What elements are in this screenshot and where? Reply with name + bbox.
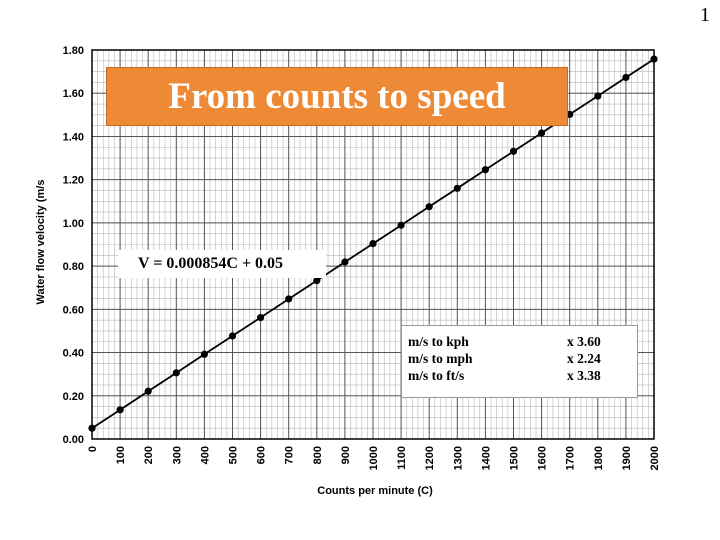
y-axis-ticks: 0.00 0.20 0.40 0.60 0.80 1.00 1.20 1.40 1.60 1.80 <box>63 45 84 446</box>
x-tick-label: 1200 <box>424 446 436 470</box>
data-point <box>397 221 405 229</box>
data-point <box>650 55 658 63</box>
data-point <box>88 424 96 432</box>
data-point <box>594 92 602 100</box>
x-tick-label: 2000 <box>649 446 661 470</box>
y-tick-label: 1.20 <box>63 175 84 187</box>
data-point <box>481 166 489 174</box>
conversion-factor: x 2.24 <box>567 351 601 366</box>
data-point <box>257 313 265 322</box>
data-point <box>116 406 124 414</box>
regression-equation: V = 0.000854C + 0.05 <box>118 250 326 278</box>
data-point <box>172 369 180 377</box>
data-point <box>341 258 349 266</box>
data-point <box>313 276 321 285</box>
conversion-label: m/s to ft/s <box>408 368 465 383</box>
x-tick-label: 200 <box>143 446 155 464</box>
data-point <box>509 147 518 155</box>
x-tick-label: 400 <box>199 446 211 464</box>
conversion-factor: x 3.38 <box>567 368 601 383</box>
conversion-row: m/s to mph x 2.24 <box>408 350 631 367</box>
y-tick-label: 1.60 <box>63 88 84 100</box>
x-axis-label: Counts per minute (C) <box>317 485 433 497</box>
data-point <box>453 184 461 192</box>
y-tick-label: 1.80 <box>63 45 84 57</box>
slide-title-banner: From counts to speed <box>106 67 568 126</box>
conversion-label: m/s to mph <box>408 351 473 366</box>
x-tick-label: 1000 <box>368 446 380 470</box>
x-tick-label: 300 <box>171 446 183 464</box>
slide-number: 1 <box>700 4 710 26</box>
data-point <box>200 350 208 358</box>
x-tick-label: 1100 <box>396 446 408 470</box>
data-point <box>285 295 293 303</box>
x-tick-label: 100 <box>115 446 127 464</box>
y-tick-label: 1.40 <box>63 131 84 143</box>
data-point <box>538 129 546 137</box>
x-tick-label: 1300 <box>452 446 464 470</box>
data-point <box>369 240 377 248</box>
x-tick-label: 500 <box>228 446 240 464</box>
x-tick-label: 0 <box>87 446 99 452</box>
x-tick-label: 1700 <box>565 446 577 470</box>
conversion-label: m/s to kph <box>408 334 469 349</box>
data-point <box>144 387 152 395</box>
y-tick-label: 0.60 <box>63 304 84 316</box>
conversion-row: m/s to kph x 3.60 <box>408 333 631 350</box>
y-tick-label: 0.00 <box>63 434 84 446</box>
x-tick-label: 1900 <box>621 446 633 470</box>
conversion-table: m/s to kph x 3.60 m/s to mph x 2.24 m/s … <box>401 325 638 398</box>
x-tick-label: 600 <box>256 446 268 464</box>
y-axis-label: Water flow velocity (m/s <box>35 180 47 305</box>
y-tick-label: 0.80 <box>63 261 84 273</box>
data-point <box>622 73 630 82</box>
conversion-factor: x 3.60 <box>567 334 601 349</box>
x-tick-label: 1500 <box>509 446 521 470</box>
x-tick-label: 1400 <box>480 446 492 470</box>
y-tick-label: 1.00 <box>63 218 84 230</box>
plot-frame <box>91 49 655 440</box>
data-point <box>228 332 237 340</box>
x-tick-label: 700 <box>284 446 296 464</box>
data-point <box>425 203 433 211</box>
y-tick-label: 0.20 <box>63 391 84 403</box>
conversion-row: m/s to ft/s x 3.38 <box>408 367 631 384</box>
x-tick-label: 800 <box>312 446 324 464</box>
x-tick-label: 1600 <box>537 446 549 470</box>
y-tick-label: 0.40 <box>63 348 84 360</box>
x-tick-label: 1800 <box>593 446 605 470</box>
x-axis-ticks: 0 100 200 300 400 500 600 700 800 900 1000 1100 1200… <box>87 446 661 470</box>
x-tick-label: 900 <box>340 446 352 464</box>
